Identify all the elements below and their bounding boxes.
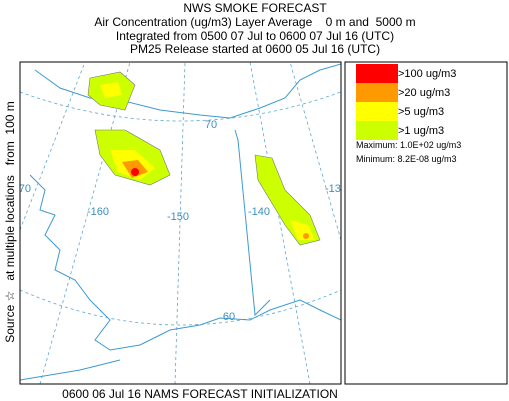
legend-label: >20 ug/m3 xyxy=(398,87,450,99)
map: -170 -160 -150 -140 -130 70 60 xyxy=(9,62,347,384)
legend-frame xyxy=(344,61,508,385)
graticule-label: -170 xyxy=(9,183,31,195)
minimum: Minimum: 8.2E-08 ug/m3 xyxy=(356,154,457,164)
graticule-label: -150 xyxy=(167,211,189,223)
maximum: Maximum: 1.0E+02 ug/m3 xyxy=(356,140,461,150)
legend: >100 ug/m3 >20 ug/m3 >5 ug/m3 >1 ug/m3 xyxy=(356,64,456,140)
map-frame xyxy=(19,61,342,385)
graticule-label: -130 xyxy=(325,183,347,195)
footer: 0600 06 Jul 16 NAMS FORECAST INITIALIZAT… xyxy=(62,387,338,401)
legend-swatch xyxy=(356,121,398,140)
subtitle: PM25 Release started at 0600 05 Jul 16 (… xyxy=(130,42,380,56)
title: NWS SMOKE FORECAST xyxy=(183,1,327,15)
legend-swatch xyxy=(356,102,398,121)
legend-swatch xyxy=(356,83,398,102)
legend-label: >5 ug/m3 xyxy=(398,106,444,118)
legend-label: >100 ug/m3 xyxy=(398,68,456,80)
smoke-plume xyxy=(87,71,321,246)
subtitle: Integrated from 0500 07 Jul to 0600 07 J… xyxy=(116,29,394,43)
graticule-label: -140 xyxy=(248,206,270,218)
graticule-label: 60 xyxy=(223,311,235,323)
legend-label: >1 ug/m3 xyxy=(398,125,444,137)
subtitle: Air Concentration (ug/m3) Layer Average … xyxy=(94,15,415,29)
graticule-label: 70 xyxy=(205,119,217,131)
side-label: Source ☆ at multiple locations from 100 … xyxy=(3,101,17,343)
graticule-label: -160 xyxy=(87,206,109,218)
legend-swatch xyxy=(356,64,398,83)
